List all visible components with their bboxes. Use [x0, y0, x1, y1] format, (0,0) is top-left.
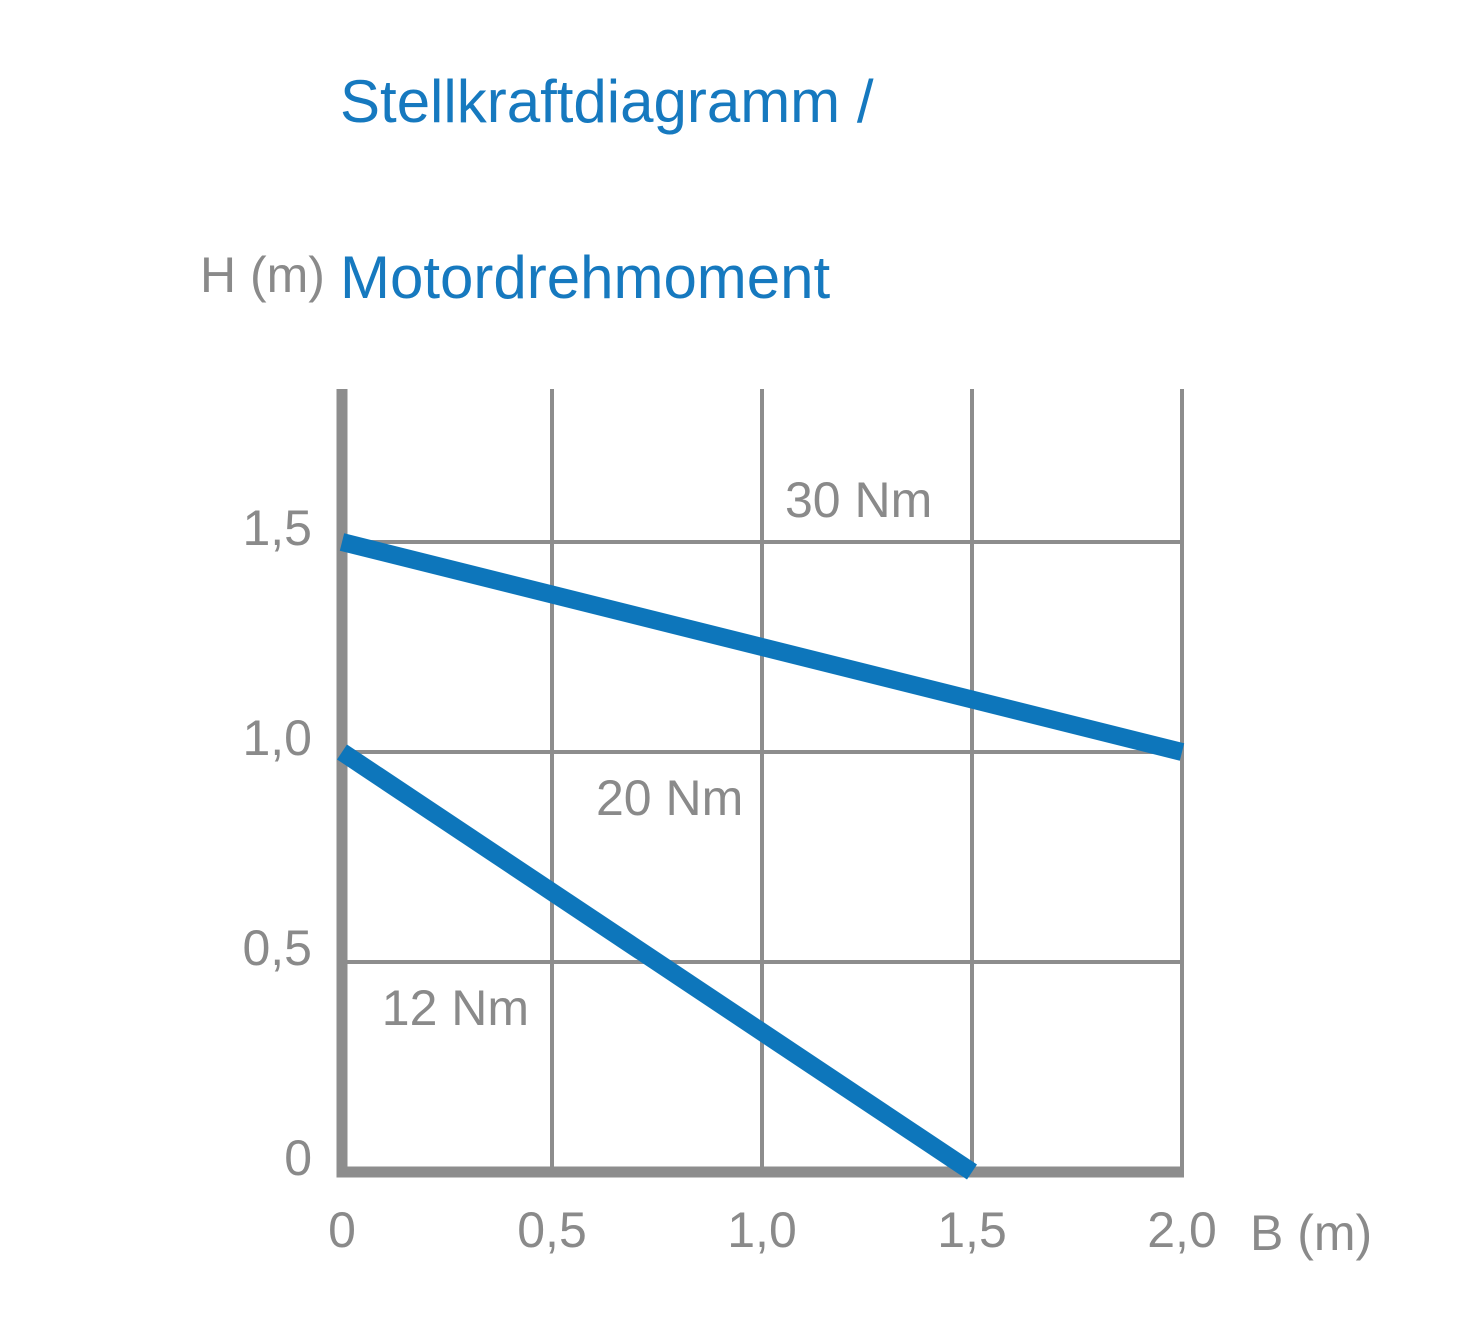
chart-title-line1: Stellkraftdiagramm / [340, 68, 874, 135]
x-axis-label: B (m) [1250, 1205, 1373, 1261]
y-tick-label: 1,0 [242, 710, 312, 766]
x-tick-label: 0,5 [517, 1202, 587, 1258]
x-tick-label: 1,5 [937, 1202, 1007, 1258]
y-tick-label: 0,5 [242, 920, 312, 976]
x-tick-label: 0 [328, 1202, 356, 1258]
torque-region-label: 20 Nm [595, 770, 744, 827]
y-tick-label: 1,5 [242, 500, 312, 556]
x-tick-label: 1,0 [727, 1202, 797, 1258]
torque-region-label: 30 Nm [784, 472, 933, 528]
series-30-nm-limit-line [339, 533, 1185, 761]
series-20-nm-limit-line [337, 744, 977, 1180]
y-axis-label: H (m) [200, 247, 325, 303]
y-tick-label: 0 [284, 1130, 312, 1186]
x-tick-label: 2,0 [1147, 1202, 1217, 1258]
chart-title: Stellkraftdiagramm / Motordrehmoment [340, 58, 874, 322]
torque-region-label: 12 Nm [381, 980, 530, 1037]
chart-title-line2: Motordrehmoment [340, 244, 831, 311]
